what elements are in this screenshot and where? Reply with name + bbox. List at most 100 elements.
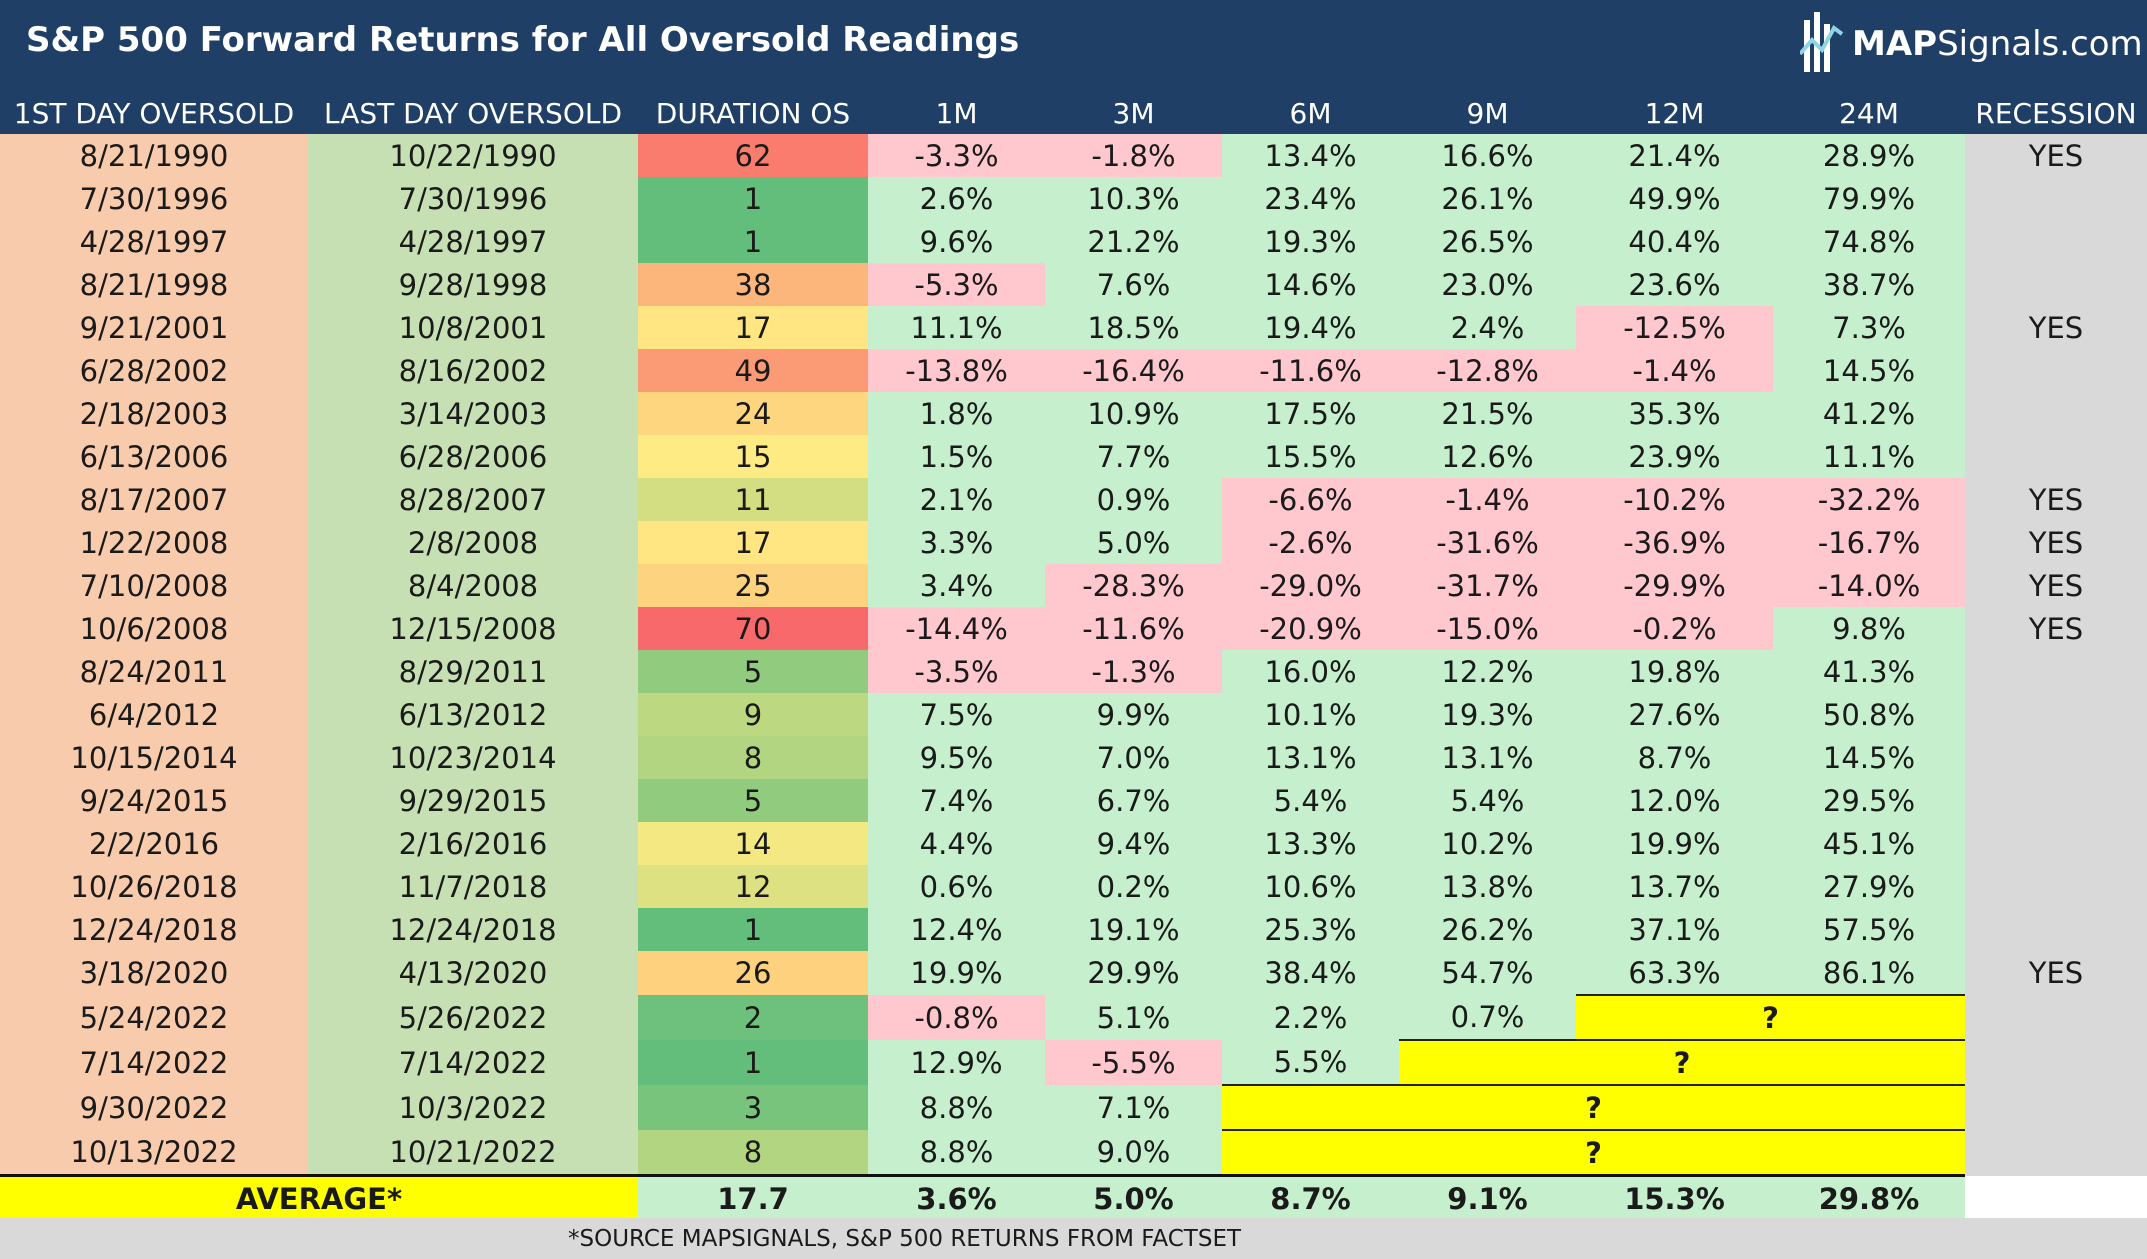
recession-cell: YES bbox=[1965, 478, 2147, 521]
return-cell: -11.6% bbox=[1045, 607, 1222, 650]
average-return: 8.7% bbox=[1222, 1174, 1399, 1220]
return-cell: -10.2% bbox=[1576, 478, 1773, 521]
first-day-cell: 10/15/2014 bbox=[0, 736, 308, 779]
table-row: 7/30/1996 7/30/1996 1 2.6% 10.3% 23.4% 26.1% 49… bbox=[0, 177, 2147, 220]
table-row: 7/14/2022 7/14/2022 1 12.9% -5.5% 5.5%? bbox=[0, 1039, 2147, 1085]
return-cell: -14.0% bbox=[1773, 564, 1965, 607]
return-cell: 13.4% bbox=[1222, 134, 1399, 177]
first-day-cell: 8/24/2011 bbox=[0, 650, 308, 693]
duration-cell: 8 bbox=[638, 736, 868, 779]
return-cell: 50.8% bbox=[1773, 693, 1965, 736]
return-cell: 41.3% bbox=[1773, 650, 1965, 693]
recession-cell bbox=[1965, 177, 2147, 220]
return-cell: 79.9% bbox=[1773, 177, 1965, 220]
last-day-cell: 8/29/2011 bbox=[308, 650, 638, 693]
return-cell: 12.2% bbox=[1399, 650, 1576, 693]
return-cell: 3.4% bbox=[868, 564, 1045, 607]
average-return: 9.1% bbox=[1399, 1174, 1576, 1220]
return-cell: 29.5% bbox=[1773, 779, 1965, 822]
return-cell: 23.9% bbox=[1576, 435, 1773, 478]
last-day-cell: 6/28/2006 bbox=[308, 435, 638, 478]
return-cell: 57.5% bbox=[1773, 908, 1965, 951]
first-day-cell: 10/26/2018 bbox=[0, 865, 308, 908]
return-cell: 23.4% bbox=[1222, 177, 1399, 220]
first-day-cell: 9/21/2001 bbox=[0, 306, 308, 349]
duration-cell: 2 bbox=[638, 995, 868, 1040]
duration-cell: 11 bbox=[638, 478, 868, 521]
recession-cell bbox=[1965, 693, 2147, 736]
return-cell: 13.7% bbox=[1576, 865, 1773, 908]
return-cell: 0.7% bbox=[1399, 995, 1576, 1040]
return-cell: -31.6% bbox=[1399, 521, 1576, 564]
last-day-cell: 10/21/2022 bbox=[308, 1130, 638, 1176]
return-cell: -13.8% bbox=[868, 349, 1045, 392]
return-cell: 7.1% bbox=[1045, 1085, 1222, 1130]
pending-return-cell: ? bbox=[1222, 1084, 1965, 1130]
return-cell: 2.6% bbox=[868, 177, 1045, 220]
column-header: 24M bbox=[1773, 92, 1965, 134]
average-duration: 17.7 bbox=[638, 1174, 868, 1220]
last-day-cell: 12/24/2018 bbox=[308, 908, 638, 951]
duration-cell: 3 bbox=[638, 1085, 868, 1130]
recession-cell: YES bbox=[1965, 306, 2147, 349]
duration-cell: 8 bbox=[638, 1130, 868, 1176]
return-cell: 21.4% bbox=[1576, 134, 1773, 177]
average-return: 5.0% bbox=[1045, 1174, 1222, 1220]
return-cell: -11.6% bbox=[1222, 349, 1399, 392]
return-cell: 19.4% bbox=[1222, 306, 1399, 349]
table-row: 8/17/2007 8/28/2007 11 2.1% 0.9% -6.6% -1.4% -1… bbox=[0, 478, 2147, 521]
last-day-cell: 9/28/1998 bbox=[308, 263, 638, 306]
return-cell: 5.0% bbox=[1045, 521, 1222, 564]
first-day-cell: 4/28/1997 bbox=[0, 220, 308, 263]
average-return: 15.3% bbox=[1576, 1174, 1773, 1220]
return-cell: 8.8% bbox=[868, 1085, 1045, 1130]
last-day-cell: 4/13/2020 bbox=[308, 951, 638, 995]
average-label: AVERAGE* bbox=[0, 1174, 638, 1220]
recession-cell: YES bbox=[1965, 951, 2147, 995]
last-day-cell: 2/8/2008 bbox=[308, 521, 638, 564]
return-cell: 35.3% bbox=[1576, 392, 1773, 435]
table-row: 8/21/1998 9/28/1998 38 -5.3% 7.6% 14.6% 23.0% 2… bbox=[0, 263, 2147, 306]
duration-cell: 1 bbox=[638, 177, 868, 220]
last-day-cell: 7/14/2022 bbox=[308, 1040, 638, 1085]
table-row: 10/15/2014 10/23/2014 8 9.5% 7.0% 13.1% 13.1% 8… bbox=[0, 736, 2147, 779]
return-cell: 16.6% bbox=[1399, 134, 1576, 177]
first-day-cell: 10/13/2022 bbox=[0, 1130, 308, 1176]
return-cell: -14.4% bbox=[868, 607, 1045, 650]
return-cell: 12.9% bbox=[868, 1040, 1045, 1085]
return-cell: 19.8% bbox=[1576, 650, 1773, 693]
return-cell: 14.5% bbox=[1773, 736, 1965, 779]
return-cell: 11.1% bbox=[868, 306, 1045, 349]
recession-cell: YES bbox=[1965, 607, 2147, 650]
return-cell: -29.9% bbox=[1576, 564, 1773, 607]
return-cell: 0.6% bbox=[868, 865, 1045, 908]
return-cell: 74.8% bbox=[1773, 220, 1965, 263]
duration-cell: 17 bbox=[638, 306, 868, 349]
duration-cell: 1 bbox=[638, 908, 868, 951]
return-cell: 28.9% bbox=[1773, 134, 1965, 177]
last-day-cell: 8/28/2007 bbox=[308, 478, 638, 521]
return-cell: -3.3% bbox=[868, 134, 1045, 177]
table-row: 2/18/2003 3/14/2003 24 1.8% 10.9% 17.5% 21.5% 3… bbox=[0, 392, 2147, 435]
return-cell: 38.7% bbox=[1773, 263, 1965, 306]
return-cell: 10.2% bbox=[1399, 822, 1576, 865]
return-cell: 16.0% bbox=[1222, 650, 1399, 693]
return-cell: 21.5% bbox=[1399, 392, 1576, 435]
return-cell: 1.5% bbox=[868, 435, 1045, 478]
duration-cell: 24 bbox=[638, 392, 868, 435]
return-cell: 8.7% bbox=[1576, 736, 1773, 779]
return-cell: 19.3% bbox=[1399, 693, 1576, 736]
return-cell: 7.7% bbox=[1045, 435, 1222, 478]
return-cell: -5.3% bbox=[868, 263, 1045, 306]
return-cell: 63.3% bbox=[1576, 951, 1773, 995]
return-cell: 5.5% bbox=[1222, 1040, 1399, 1085]
recession-cell: YES bbox=[1965, 134, 2147, 177]
last-day-cell: 7/30/1996 bbox=[308, 177, 638, 220]
table-row: 1/22/2008 2/8/2008 17 3.3% 5.0% -2.6% -31.6% -3… bbox=[0, 521, 2147, 564]
return-cell: 11.1% bbox=[1773, 435, 1965, 478]
return-cell: -12.5% bbox=[1576, 306, 1773, 349]
return-cell: 9.8% bbox=[1773, 607, 1965, 650]
return-cell: 6.7% bbox=[1045, 779, 1222, 822]
return-cell: -1.8% bbox=[1045, 134, 1222, 177]
table-row: 10/6/2008 12/15/2008 70 -14.4% -11.6% -20.9% -… bbox=[0, 607, 2147, 650]
